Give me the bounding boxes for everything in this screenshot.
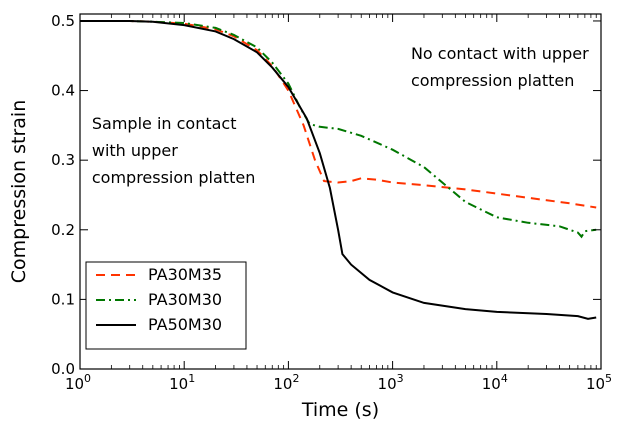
series-line-pa50m30 (80, 20, 597, 320)
y-tick-label: 0.4 (51, 82, 75, 100)
series-layer (80, 20, 597, 320)
legend-label: PA30M30 (148, 290, 222, 309)
y-tick-label: 0.2 (51, 221, 75, 239)
y-tick-label: 0.3 (51, 151, 75, 169)
x-tick-label: 103 (378, 372, 404, 393)
annotation-layer: No contact with upper compression platten… (92, 44, 589, 187)
y-tick-label: 0.1 (51, 290, 75, 308)
plot-frame (79, 13, 602, 370)
annotation-text: No contact with upper compression platten (411, 44, 589, 90)
x-axis-label: Time (s) (301, 399, 379, 421)
x-tick-label: 105 (586, 372, 612, 393)
legend: PA30M35 PA30M30 PA50M30 (85, 261, 247, 350)
y-tick-label: 0.5 (51, 12, 75, 30)
legend-label: PA50M30 (148, 315, 222, 334)
legend-box (85, 261, 247, 350)
series-line-pa30m30 (80, 20, 597, 239)
y-axis-label: Compression strain (8, 100, 30, 283)
x-tick-label: 104 (482, 372, 508, 393)
series-line-pa30m35 (80, 20, 597, 209)
legend-label: PA30M35 (148, 265, 222, 284)
x-tick-label: 102 (273, 372, 299, 393)
x-tick-label: 100 (65, 372, 91, 393)
x-tick-label: 101 (169, 372, 195, 393)
y-tick-label: 0.0 (51, 360, 75, 378)
annotation-text: Sample in contact with upper compression p… (92, 114, 255, 187)
ticks-layer: 100 101 102 103 104 105 0.0 0.1 0.2 0.3 0.4 0.5 (51, 12, 612, 393)
